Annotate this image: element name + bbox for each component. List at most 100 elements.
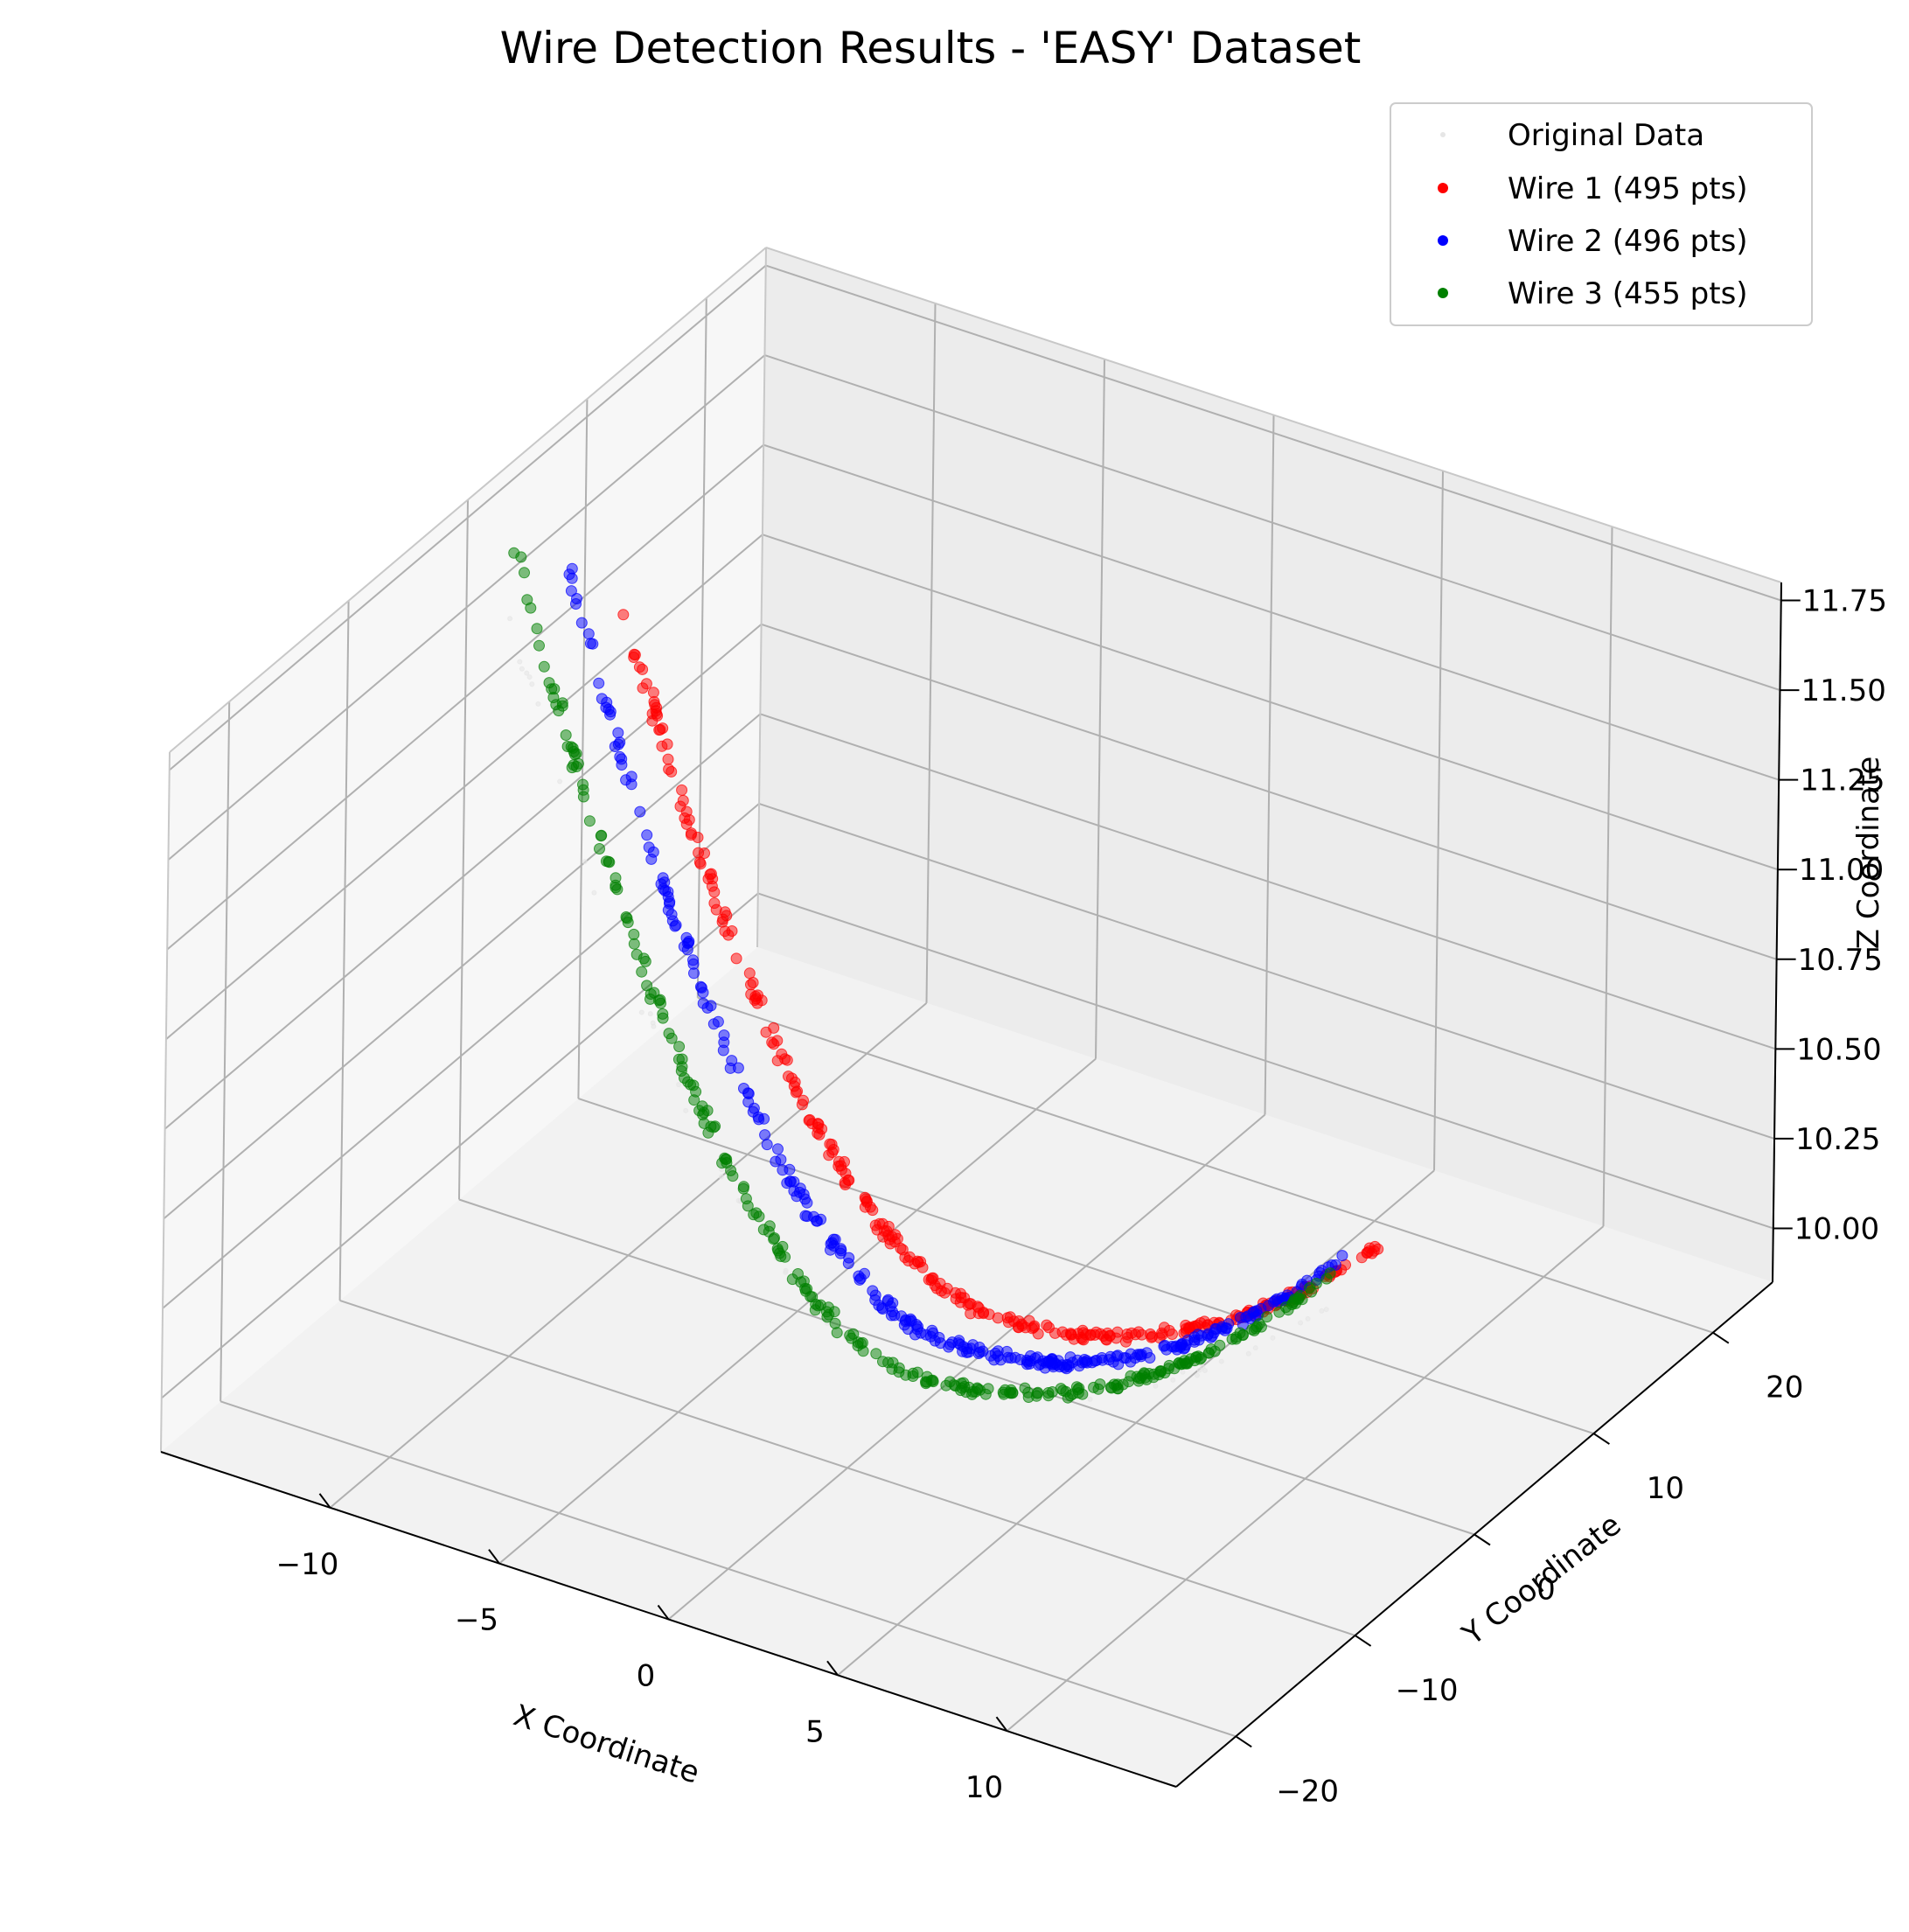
scatter-point-series-1 <box>693 856 706 868</box>
scatter-point-series-2 <box>954 1338 966 1350</box>
scatter-point-series-2 <box>761 1139 773 1151</box>
scatter-point-series-0 <box>507 616 513 622</box>
scatter-point-series-0 <box>591 889 597 896</box>
scatter-point-series-1 <box>717 913 729 925</box>
scatter-point-series-3 <box>1261 1311 1273 1323</box>
y-tick-label: −10 <box>1396 1673 1459 1708</box>
scatter-point-series-0 <box>1319 1308 1325 1314</box>
scatter-point-series-2 <box>1247 1307 1259 1319</box>
scatter-point-series-1 <box>869 1219 881 1231</box>
scatter-point-series-1 <box>663 764 675 775</box>
scatter-point-series-0 <box>1195 1372 1200 1378</box>
grid-line-y-floor <box>219 1400 1237 1738</box>
grid-line-z-back <box>764 354 1780 692</box>
scatter-point-series-2 <box>724 1062 736 1074</box>
axes: −10 −5 0 5 10 −20 −10 0 10 20 10.00 10.25 10.50 10.75… <box>160 582 1887 1809</box>
x-tick-mark <box>318 1493 331 1509</box>
scatter-point-series-0 <box>517 659 523 665</box>
y-tick-label: 20 <box>1766 1371 1803 1405</box>
scatter-point-series-1 <box>1130 1329 1141 1341</box>
legend: Original Data Wire 1 (495 pts) Wire 2 (4… <box>1390 102 1813 326</box>
scatter-point-series-3 <box>972 1382 983 1394</box>
scatter-point-series-3 <box>637 952 650 965</box>
grid-line-y-floor <box>339 1299 1355 1636</box>
grid-line-z-left <box>167 354 766 861</box>
scatter-point-series-3 <box>1155 1365 1167 1378</box>
scatter-point-series-0 <box>651 1023 657 1029</box>
scatter-point-series-3 <box>679 1072 690 1084</box>
x-tick-mark <box>657 1604 670 1621</box>
scatter-point-series-2 <box>669 920 681 932</box>
scatter-point-series-1 <box>1056 1326 1069 1338</box>
scatter-point-series-3 <box>1140 1373 1153 1385</box>
scatter-point-series-1 <box>662 753 674 765</box>
scatter-point-series-2 <box>933 1331 945 1343</box>
scatter-point-series-3 <box>636 966 648 978</box>
scatter-point-series-2 <box>1276 1292 1288 1304</box>
x-tick-label: −5 <box>455 1603 498 1638</box>
scatter-point-series-3 <box>1279 1301 1292 1314</box>
scatter-point-series-2 <box>614 750 626 763</box>
y-tick-mark <box>1474 1533 1491 1546</box>
scatter-point-series-2 <box>571 593 582 604</box>
legend-marker-wire3 <box>1438 288 1448 298</box>
grid-line-z-back <box>762 534 1779 871</box>
scatter-point-series-3 <box>847 1328 860 1340</box>
scatter-point-series-1 <box>730 952 742 965</box>
scatter-point-series-2 <box>643 841 655 854</box>
scatter-point-series-2 <box>793 1186 805 1198</box>
scatter-point-series-1 <box>656 740 668 752</box>
scatter-point-series-0 <box>582 859 588 865</box>
scatter-point-series-1 <box>629 649 641 661</box>
scatter-point-series-3 <box>696 1100 708 1112</box>
x-tick-label: 10 <box>965 1770 1003 1805</box>
scatter-point-series-3 <box>979 1388 992 1400</box>
grid-line-y-left <box>458 499 469 1200</box>
scatter-point-series-2 <box>655 878 667 890</box>
scatter-point-series-2 <box>1032 1351 1043 1364</box>
scatter-point-series-3 <box>1022 1386 1035 1398</box>
grid-line-z-back <box>765 264 1782 602</box>
scatter-point-series-3 <box>543 677 555 689</box>
scatter-point-series-3 <box>1306 1286 1318 1298</box>
scatter-point-series-1 <box>843 1175 855 1186</box>
x-tick-mark <box>826 1660 839 1676</box>
z-axis-line <box>1772 582 1782 1283</box>
scatter-point-series-0 <box>1218 1358 1224 1364</box>
z-tick-label: 11.25 <box>1800 764 1885 799</box>
scatter-point-series-0 <box>1252 1345 1258 1351</box>
scatter-point-series-3 <box>799 1282 812 1294</box>
scatter-point-series-3 <box>740 1193 752 1205</box>
y-tick-mark <box>1235 1735 1252 1748</box>
scatter-point-series-3 <box>533 639 545 652</box>
scatter-point-series-3 <box>521 594 533 606</box>
scatter-point-series-2 <box>587 638 599 650</box>
grid-line-z-back <box>758 802 1775 1140</box>
scatter-point-series-3 <box>538 660 550 673</box>
scatter-point-series-3 <box>1181 1357 1194 1370</box>
scatter-point-series-1 <box>1110 1332 1122 1344</box>
pane-edge-back-corner <box>756 247 767 948</box>
legend-marker-wire2 <box>1438 235 1448 246</box>
scatter-point-series-3 <box>1125 1370 1137 1382</box>
scatter-point-series-3 <box>676 1053 688 1065</box>
scatter-point-series-2 <box>612 727 624 739</box>
z-axis-label: Z Coordinate <box>1851 757 1886 950</box>
scatter-point-series-3 <box>887 1357 899 1369</box>
scatter-point-series-1 <box>1369 1240 1381 1252</box>
grid-line-x-back <box>1095 359 1105 1059</box>
scatter-point-series-0 <box>783 1267 789 1273</box>
scatter-point-series-3 <box>1073 1382 1085 1394</box>
scatter-point-series-2 <box>1175 1338 1188 1350</box>
scatter-point-series-1 <box>1094 1328 1106 1340</box>
scatter-point-series-2 <box>575 617 588 629</box>
scatter-point-series-3 <box>628 938 640 950</box>
scatter-point-series-2 <box>662 904 674 917</box>
scatter-point-series-0 <box>557 778 563 785</box>
scatter-point-series-2 <box>784 1163 796 1175</box>
scatter-point-series-1 <box>1028 1320 1041 1332</box>
scatter-point-series-0 <box>1202 1368 1208 1373</box>
scatter-point-series-1 <box>683 813 695 826</box>
grid-line-x-back <box>925 303 937 1003</box>
scatter-point-series-3 <box>648 987 660 999</box>
